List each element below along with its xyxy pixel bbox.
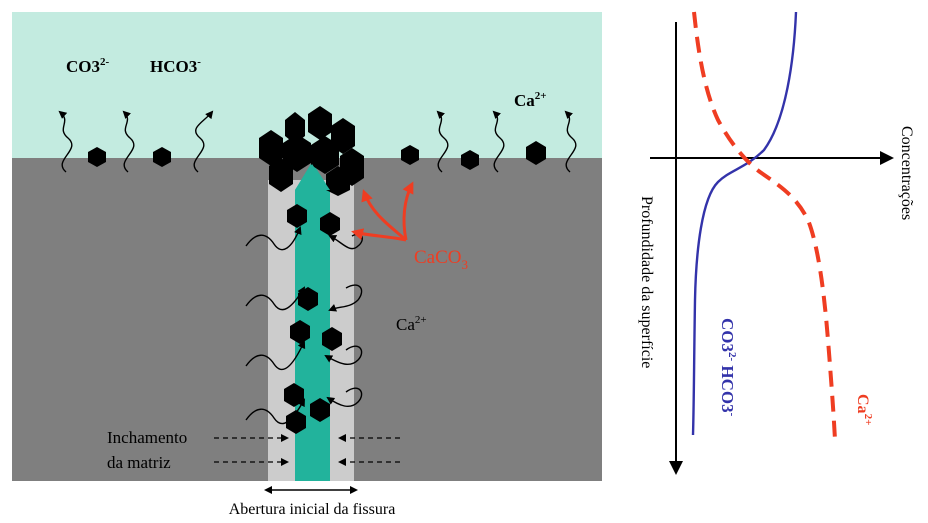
y-axis-label: Profundidade da superfície	[638, 196, 655, 368]
crack-channel-tip	[295, 164, 330, 190]
surface-ca-label: Ca2+	[514, 90, 547, 110]
surface-hco3-label: HCO3-	[150, 56, 201, 76]
surface-diffusion-arrows	[58, 110, 577, 173]
x-axis-label: Concentrações	[898, 126, 915, 220]
left-panel: CO32- HCO3- Ca2+	[12, 12, 602, 518]
crack-diffusion-arrows	[245, 226, 363, 425]
water-layer	[12, 12, 602, 158]
caco3-crystal-cluster	[259, 106, 364, 196]
caco3-annotation: CaCO3	[351, 181, 468, 272]
surface-co3-label: CO32-	[66, 56, 110, 76]
ca-curve	[692, 11, 837, 441]
crack-width-label: Abertura inicial da fissura	[229, 501, 396, 518]
matrix-ca-label: Ca2+	[396, 314, 427, 334]
swelling-label-line2: da matriz	[107, 453, 171, 472]
caco3-label: CaCO3	[414, 247, 468, 272]
swelling-label-line1: Inchamento	[107, 428, 187, 447]
ca-curve-label: Ca2+	[854, 394, 874, 425]
right-panel: Concentrações Profundidade da superfície…	[638, 11, 915, 475]
co3-hco3-curve	[691, 11, 798, 436]
surface-crystals	[88, 141, 546, 170]
swelling-arrows	[214, 434, 400, 466]
co3-curve-label: CO32- HCO3-	[718, 318, 738, 417]
